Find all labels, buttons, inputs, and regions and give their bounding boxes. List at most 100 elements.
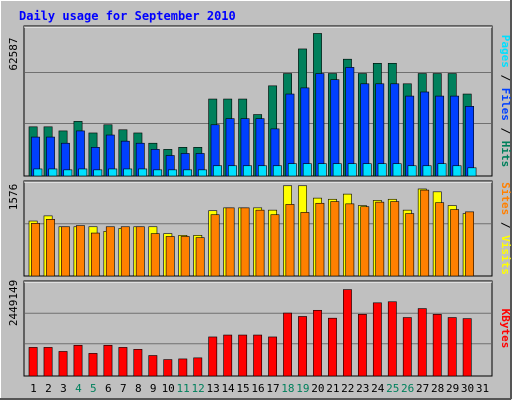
bar-pages-day-6 bbox=[108, 168, 118, 177]
x-tick-label-day-6: 6 bbox=[105, 382, 112, 395]
x-tick-label-day-29: 29 bbox=[446, 382, 459, 395]
x-tick-label-day-15: 15 bbox=[236, 382, 249, 395]
bar-pages-day-27 bbox=[422, 165, 432, 177]
panel-legend: Pages / Files / Hits bbox=[499, 35, 512, 168]
x-tick-label-day-9: 9 bbox=[150, 382, 157, 395]
bar-sites-day-1 bbox=[31, 223, 40, 277]
panel-kbytes: 2449149 KBytes bbox=[7, 280, 512, 377]
bar-kbytes-day-19 bbox=[298, 316, 307, 377]
bar-pages-day-17 bbox=[272, 165, 282, 177]
bar-files-day-30 bbox=[465, 106, 474, 177]
panel-traffic: 62587 Pages / Files / Hits bbox=[7, 25, 512, 177]
bar-pages-day-24 bbox=[377, 163, 387, 177]
x-tick-label-day-25: 25 bbox=[386, 382, 399, 395]
bar-sites-day-13 bbox=[210, 214, 220, 277]
bar-pages-day-14 bbox=[228, 165, 237, 177]
legend-entry: Sites bbox=[499, 182, 512, 215]
bar-pages-day-30 bbox=[467, 167, 477, 177]
bar-kbytes-day-23 bbox=[357, 314, 367, 377]
bar-files-day-19 bbox=[300, 87, 310, 177]
bar-kbytes-day-7 bbox=[118, 347, 128, 377]
bar-sites-day-14 bbox=[225, 207, 235, 277]
bar-sites-day-7 bbox=[120, 226, 130, 277]
legend-entry: Hits bbox=[499, 141, 512, 168]
x-tick-label-day-20: 20 bbox=[311, 382, 324, 395]
x-tick-label-day-16: 16 bbox=[251, 382, 264, 395]
bar-pages-day-12 bbox=[198, 169, 207, 177]
x-tick-label-day-10: 10 bbox=[162, 382, 175, 395]
x-tick-label-day-28: 28 bbox=[431, 382, 444, 395]
bar-kbytes-day-20 bbox=[313, 309, 322, 377]
bar-pages-day-29 bbox=[452, 165, 462, 177]
x-axis-day-labels: 1 2 3 4 5 6 7 8 9 10 11 12 13 14 15 16 17 18 19 20 21 22 23 24 2… bbox=[30, 382, 489, 395]
legend-entry: KBytes bbox=[499, 309, 512, 349]
bar-kbytes-day-22 bbox=[343, 289, 352, 377]
legend-entry: Visits bbox=[499, 235, 512, 275]
bar-files-day-26 bbox=[405, 95, 415, 177]
bar-sites-day-8 bbox=[135, 226, 145, 277]
legend-entry: / bbox=[499, 68, 512, 88]
bar-kbytes-day-5 bbox=[88, 353, 98, 377]
bar-pages-day-13 bbox=[213, 165, 222, 177]
bar-files-day-25 bbox=[390, 83, 400, 177]
bar-sites-day-24 bbox=[375, 201, 385, 277]
bar-sites-day-15 bbox=[240, 207, 250, 277]
bar-pages-day-3 bbox=[63, 169, 73, 177]
bar-pages-day-23 bbox=[362, 163, 372, 177]
x-tick-label-day-7: 7 bbox=[120, 382, 127, 395]
bar-kbytes-day-1 bbox=[28, 347, 38, 377]
x-tick-label-day-18: 18 bbox=[281, 382, 294, 395]
bar-sites-day-29 bbox=[450, 209, 460, 277]
bar-sites-day-17 bbox=[270, 214, 280, 277]
bar-sites-day-25 bbox=[390, 201, 400, 277]
bar-pages-day-25 bbox=[392, 163, 402, 177]
bar-sites-day-11 bbox=[180, 236, 190, 277]
x-tick-label-day-31: 31 bbox=[476, 382, 489, 395]
bar-kbytes-day-16 bbox=[253, 334, 263, 377]
bar-kbytes-day-15 bbox=[238, 334, 248, 377]
bar-pages-day-9 bbox=[153, 169, 163, 177]
bar-kbytes-day-25 bbox=[387, 301, 397, 377]
x-tick-label-day-17: 17 bbox=[266, 382, 279, 395]
bar-sites-day-18 bbox=[285, 204, 295, 277]
bar-pages-day-22 bbox=[347, 163, 357, 177]
bar-sites-day-23 bbox=[360, 206, 370, 277]
chart-title: Daily usage for September 2010 bbox=[19, 9, 236, 23]
bar-pages-day-20 bbox=[317, 163, 327, 177]
x-tick-label-day-5: 5 bbox=[90, 382, 97, 395]
bar-files-day-27 bbox=[420, 91, 430, 177]
bar-kbytes-day-9 bbox=[148, 355, 158, 377]
bar-pages-day-26 bbox=[407, 165, 417, 177]
bar-sites-day-26 bbox=[405, 213, 415, 277]
bar-kbytes-day-27 bbox=[417, 308, 427, 377]
legend-entry: / bbox=[499, 215, 512, 235]
x-tick-label-day-1: 1 bbox=[30, 382, 37, 395]
bar-sites-day-3 bbox=[61, 226, 70, 277]
bar-kbytes-day-14 bbox=[223, 334, 233, 377]
bar-pages-day-8 bbox=[138, 168, 148, 177]
x-tick-label-day-11: 11 bbox=[177, 382, 190, 395]
bar-pages-day-10 bbox=[168, 169, 178, 177]
x-tick-label-day-13: 13 bbox=[206, 382, 219, 395]
x-tick-label-day-21: 21 bbox=[326, 382, 339, 395]
bar-kbytes-day-26 bbox=[402, 317, 412, 377]
bar-sites-day-21 bbox=[330, 201, 340, 277]
bar-kbytes-day-2 bbox=[43, 347, 53, 377]
bar-files-day-24 bbox=[375, 83, 385, 177]
bar-pages-day-19 bbox=[302, 163, 312, 177]
bar-kbytes-day-3 bbox=[58, 351, 68, 377]
x-tick-label-day-14: 14 bbox=[221, 382, 235, 395]
x-tick-label-day-8: 8 bbox=[135, 382, 142, 395]
legend-entry: / bbox=[499, 121, 512, 141]
panel-legend: Sites / Visits bbox=[499, 182, 512, 275]
bar-pages-day-7 bbox=[123, 168, 133, 177]
bar-pages-day-5 bbox=[93, 169, 103, 177]
bar-sites-day-22 bbox=[345, 203, 355, 277]
bar-pages-day-4 bbox=[78, 168, 88, 177]
bar-kbytes-day-4 bbox=[73, 344, 83, 377]
bar-pages-day-18 bbox=[287, 163, 297, 177]
chart-panels: 62587 Pages / Files / Hits 1576 Sites / Vis… bbox=[7, 25, 512, 377]
x-tick-label-day-22: 22 bbox=[341, 382, 354, 395]
x-tick-label-day-2: 2 bbox=[45, 382, 52, 395]
